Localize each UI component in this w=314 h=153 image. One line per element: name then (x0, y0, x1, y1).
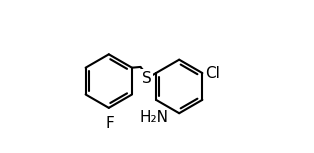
Text: S: S (142, 71, 152, 86)
Text: F: F (106, 116, 115, 131)
Text: H₂N: H₂N (140, 110, 169, 125)
Text: Cl: Cl (205, 65, 220, 81)
